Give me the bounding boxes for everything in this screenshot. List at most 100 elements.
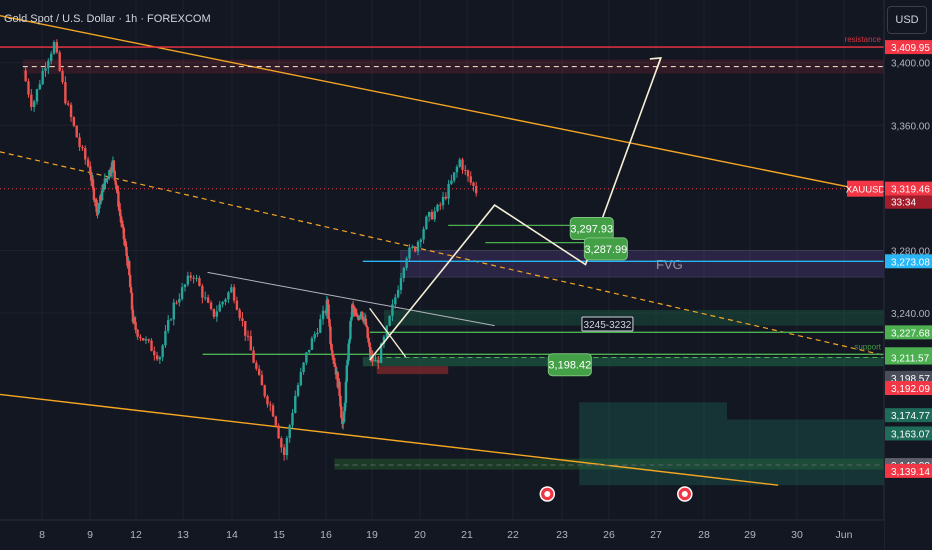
time-tick-label: 13 (177, 529, 189, 541)
time-tick-label: 19 (366, 529, 378, 541)
annotation-label: 3,297.93 (570, 224, 613, 236)
candle-body (58, 52, 61, 71)
candle-body (178, 298, 181, 303)
candle-body (441, 196, 445, 206)
candle-body (362, 319, 366, 321)
candle-body (230, 287, 233, 293)
candle-body (433, 211, 436, 220)
candle-body (277, 425, 280, 439)
candle-body (112, 160, 116, 171)
candle-body (144, 339, 148, 341)
candle-body (241, 318, 244, 321)
candle-body (374, 359, 377, 362)
candle-body (89, 166, 92, 175)
candle-body (224, 299, 227, 302)
annotation-badge (583, 237, 628, 261)
candle-body (27, 81, 30, 95)
candle-body (30, 94, 33, 108)
candle-body (447, 183, 450, 199)
symbol-tag-bg (847, 180, 884, 197)
candle-body (123, 239, 126, 244)
price-label: 3,192.09 (891, 384, 930, 395)
candle-body (394, 297, 397, 305)
candle-body (458, 159, 461, 167)
candle-body (469, 176, 472, 183)
candle-body (425, 216, 428, 230)
candle-body (52, 42, 56, 54)
candle-body (221, 301, 224, 305)
candle-body (333, 363, 337, 367)
candle-body (352, 307, 356, 312)
level-note: resistance (845, 35, 882, 44)
candle-body (158, 357, 162, 360)
candle-body (110, 162, 114, 173)
candle-body (464, 169, 467, 171)
candle-body (339, 395, 342, 407)
candle-body (365, 325, 368, 328)
candle-body (296, 385, 300, 396)
candle-body (118, 206, 121, 210)
price-label-bg (885, 40, 932, 55)
candle-body (130, 292, 134, 310)
candle-body (366, 327, 369, 338)
price-label-bg (885, 350, 932, 365)
price-label-bg (885, 381, 932, 396)
fvg-zone (400, 249, 885, 278)
candle-body (379, 343, 383, 363)
candle-body (92, 187, 96, 200)
candle-body (327, 304, 330, 320)
projection-dip-line (369, 307, 407, 358)
candle-body (84, 148, 87, 160)
candle-body (299, 372, 303, 386)
candle-body (342, 411, 346, 423)
annotation-label: 3245-3232 (584, 320, 632, 331)
candle-body (201, 286, 204, 298)
candle-body (61, 70, 64, 83)
candle-body (313, 334, 316, 339)
candle-body (183, 284, 187, 288)
candle-body (136, 329, 139, 337)
candle-body (450, 180, 453, 184)
candle-body (461, 159, 464, 170)
candle-body (436, 204, 439, 212)
candle-body (161, 345, 164, 358)
fvg-label: FVG (656, 257, 683, 272)
candle-body (419, 239, 423, 242)
candle-body (369, 346, 372, 358)
candle-body (164, 330, 167, 346)
candle-body (91, 179, 95, 188)
candle-body (274, 416, 278, 426)
candle-body (100, 190, 104, 200)
candle-body (24, 70, 27, 82)
time-tick-label: 27 (650, 529, 662, 541)
currency-button[interactable]: USD (887, 6, 927, 34)
candle-body (346, 360, 349, 366)
projection-path (369, 57, 662, 361)
candle-body (350, 317, 353, 321)
countdown-label: 33:34 (891, 198, 916, 209)
candle-body (294, 395, 297, 413)
candle-body (218, 304, 221, 312)
price-label-bg (885, 408, 932, 423)
candle-body (114, 180, 117, 185)
candle-body (391, 304, 394, 316)
candle-body (129, 287, 133, 293)
candle-body (408, 247, 411, 259)
candle-body (377, 359, 380, 363)
price-label: 3,163.07 (891, 429, 930, 440)
time-tick-label: 30 (791, 529, 803, 541)
candle-body (192, 277, 195, 279)
candle-body (285, 437, 289, 456)
candle-body (198, 278, 201, 287)
time-tick-label: 16 (320, 529, 332, 541)
candle-body (430, 212, 434, 220)
candle-body (150, 340, 153, 352)
candle-body (35, 89, 39, 102)
price-tick-label: 3,240.00 (891, 309, 930, 320)
candle-body (351, 304, 354, 318)
candle-body (215, 311, 219, 317)
candle-body (116, 189, 119, 192)
candle-body (411, 246, 414, 248)
candle-body (113, 170, 116, 181)
candle-body (105, 178, 108, 181)
